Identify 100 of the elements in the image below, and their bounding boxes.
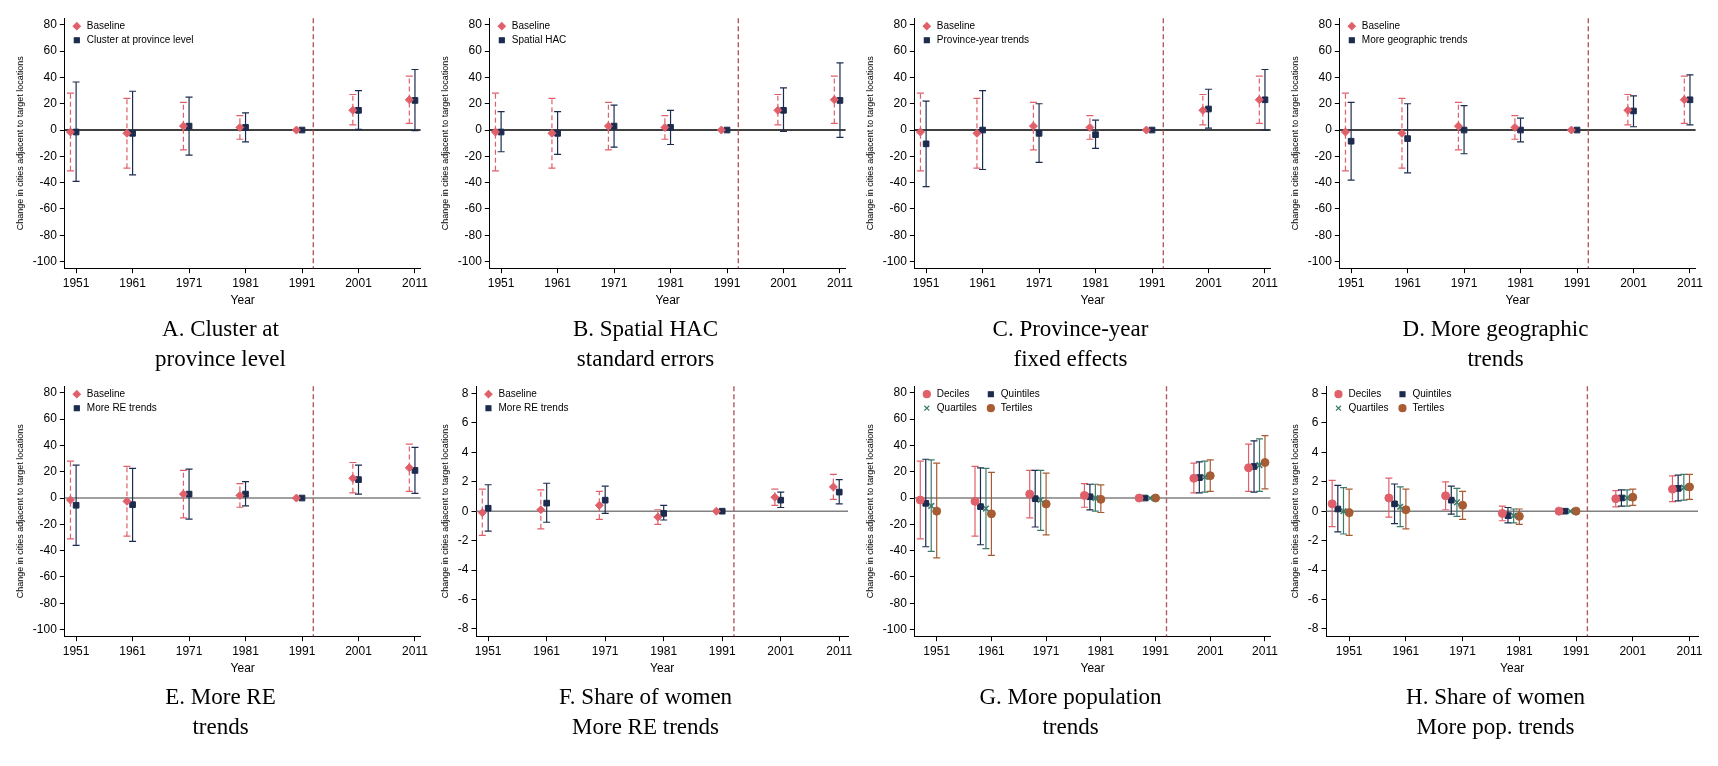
y-tick-label: 40 <box>1317 69 1332 84</box>
x-tick-label: 2011 <box>1251 275 1278 290</box>
y-tick-label: 80 <box>1317 17 1332 32</box>
y-tick-label: 2 <box>1311 474 1319 489</box>
x-tick-label: 1971 <box>591 643 619 658</box>
x-tick-label: 2011 <box>825 643 852 658</box>
y-tick-label: 4 <box>461 444 469 459</box>
y-tick-label: 80 <box>42 385 57 400</box>
y-tick-label: -80 <box>463 227 482 242</box>
x-tick-label: 1991 <box>708 643 736 658</box>
x-tick-label: 1991 <box>1141 643 1169 658</box>
x-tick-label: 1981 <box>1081 275 1109 290</box>
point <box>1141 125 1151 135</box>
x-axis-title: Year <box>1505 293 1530 308</box>
y-tick-label: -100 <box>882 253 907 268</box>
point <box>121 128 131 138</box>
point <box>1440 491 1450 501</box>
y-tick-label: 60 <box>467 43 482 58</box>
y-tick-label: 80 <box>42 17 57 32</box>
x-tick-label: 1961 <box>118 643 146 658</box>
point <box>594 500 604 510</box>
legend-label: Tertiles <box>1411 401 1444 413</box>
point <box>1347 137 1354 145</box>
point <box>659 122 669 132</box>
y-tick-label: -40 <box>1313 174 1332 189</box>
x-tick-label: 1961 <box>968 275 996 290</box>
x-axis-title: Year <box>230 661 255 676</box>
point <box>1457 500 1467 510</box>
point <box>978 126 986 134</box>
y-tick-label: 0 <box>899 490 907 505</box>
y-tick-label: 20 <box>892 96 907 111</box>
y-tick-label: 0 <box>899 122 907 137</box>
point <box>1243 463 1253 473</box>
y-tick-label: 8 <box>1311 385 1319 400</box>
x-tick-label: 1981 <box>656 275 684 290</box>
x-tick-label: 1971 <box>600 275 628 290</box>
text: C. Province-year fixed effects <box>992 315 1149 373</box>
point <box>1031 495 1039 503</box>
y-tick-label: 80 <box>892 385 907 400</box>
x-tick-label: 1971 <box>1025 275 1053 290</box>
text: F. Share of women More RE trends <box>558 683 733 741</box>
x-tick-label: 1961 <box>1393 275 1421 290</box>
y-tick-label: -80 <box>888 227 907 242</box>
point <box>835 488 843 496</box>
x-tick-label: 2011 <box>401 643 428 658</box>
y-tick-label: -4 <box>457 562 469 577</box>
y-tick-label: 0 <box>1311 503 1319 518</box>
point <box>65 127 75 137</box>
y-axis-title: Change in cities adjacent to target locations <box>1289 423 1300 599</box>
y-tick-label: 40 <box>42 437 57 452</box>
x-tick-label: 1981 <box>231 643 259 658</box>
point <box>1403 135 1411 142</box>
x-tick-label: 2011 <box>826 275 853 290</box>
x-tick-label: 2001 <box>1194 275 1222 290</box>
legend-label: More RE trends <box>497 401 568 413</box>
legend-label: Province-year trends <box>936 33 1029 45</box>
point <box>1667 484 1677 494</box>
point <box>915 495 925 505</box>
point <box>404 95 414 105</box>
x-axis-title: Year <box>649 661 674 676</box>
point <box>1566 125 1576 135</box>
legend-label: Baseline <box>86 19 126 31</box>
point <box>1079 490 1089 500</box>
y-tick-label: 60 <box>42 43 57 58</box>
x-tick-label: 1961 <box>977 643 1005 658</box>
y-tick-label: 0 <box>49 122 57 137</box>
y-tick-label: 4 <box>1311 444 1319 459</box>
y-tick-label: 20 <box>1317 96 1332 111</box>
y-tick-label: -8 <box>1307 621 1319 636</box>
point <box>1497 508 1507 518</box>
y-tick-label: 20 <box>467 96 482 111</box>
x-tick-label: 1991 <box>288 643 316 658</box>
legend-label: Quintiles <box>1000 387 1040 399</box>
point <box>828 482 838 492</box>
y-tick-label: -8 <box>457 621 469 636</box>
y-tick-label: 40 <box>467 69 482 84</box>
y-tick-label: 60 <box>1317 43 1332 58</box>
point <box>603 121 613 131</box>
y-tick-label: -80 <box>38 227 57 242</box>
point <box>1447 496 1455 504</box>
y-tick-label: -2 <box>457 532 469 547</box>
y-axis-title: Change in cities adjacent to target locations <box>439 55 450 231</box>
point <box>1333 505 1341 513</box>
point <box>1041 499 1051 509</box>
x-tick-label: 1991 <box>288 275 316 290</box>
x-tick-label: 1951 <box>912 275 940 290</box>
y-tick-label: 0 <box>1324 122 1332 137</box>
point <box>1400 505 1410 515</box>
y-tick-label: 0 <box>461 503 469 518</box>
legend-label: Baseline <box>86 387 126 399</box>
y-axis-title: Change in cities adjacent to target locations <box>439 423 450 599</box>
x-tick-label: 1951 <box>1337 275 1365 290</box>
point <box>542 499 550 507</box>
x-tick-label: 1961 <box>1392 643 1420 658</box>
x-tick-label: 2001 <box>769 275 797 290</box>
y-tick-label: -60 <box>38 569 57 584</box>
x-tick-label: 1991 <box>713 275 741 290</box>
point <box>121 496 131 506</box>
x-axis-title: Year <box>230 293 255 308</box>
y-axis-title: Change in cities adjacent to target locations <box>14 55 25 231</box>
